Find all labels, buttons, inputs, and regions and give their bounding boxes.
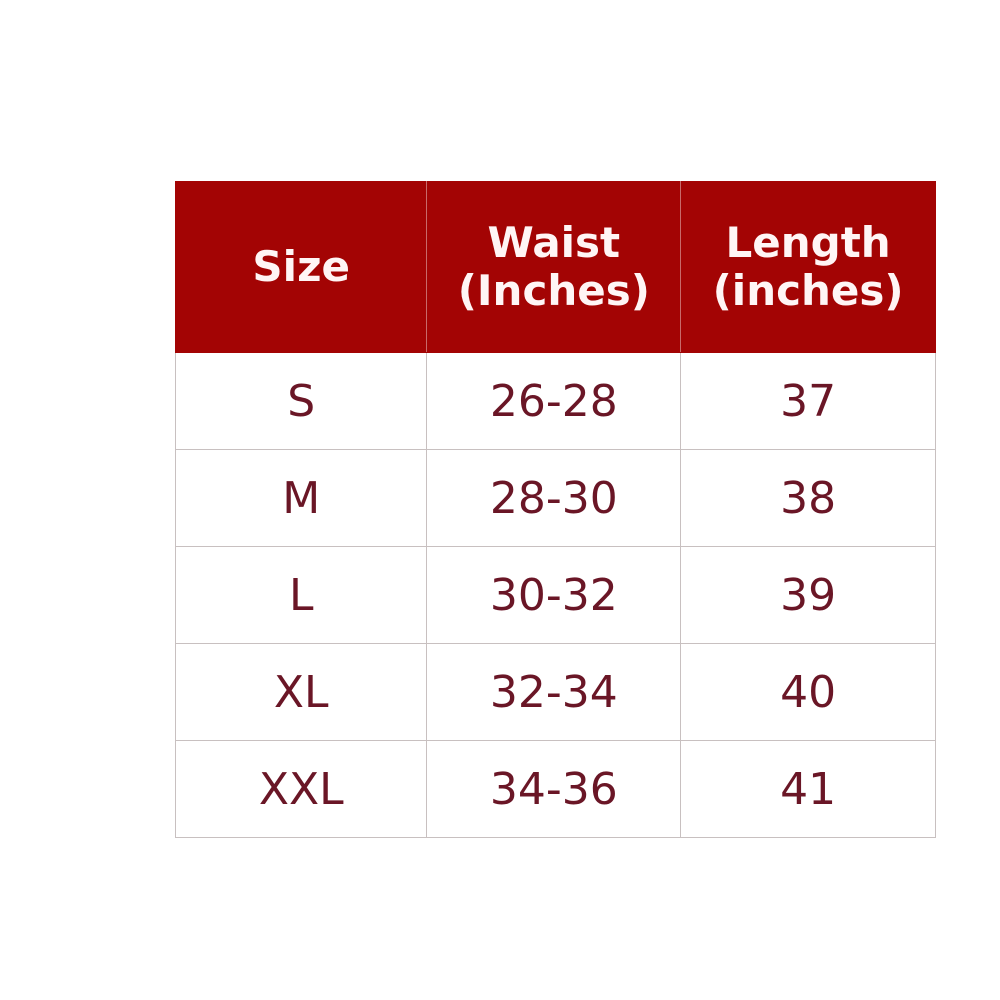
header-length-line2: (inches) [712,266,904,315]
waist-cell: 26-28 [426,352,682,450]
length-cell: 38 [680,449,936,547]
waist-cell: 34-36 [426,740,682,838]
length-cell: 37 [680,352,936,450]
length-cell: 39 [680,546,936,644]
length-cell: 41 [680,740,936,838]
size-cell: M [174,449,428,547]
size-cell: XL [174,643,428,741]
table-row: XXL 34-36 41 [174,740,936,838]
header-waist-line1: Waist [487,218,621,267]
table-row: M 28-30 38 [174,449,936,547]
header-size: Size [174,181,428,353]
table-row: XL 32-34 40 [174,643,936,741]
header-waist: Waist (Inches) [426,181,682,353]
waist-cell: 28-30 [426,449,682,547]
waist-cell: 30-32 [426,546,682,644]
size-chart-table: Size Waist (Inches) Length (inches) S 26-28… [174,181,936,838]
header-length-line1: Length [725,218,891,267]
waist-cell: 32-34 [426,643,682,741]
header-size-label: Size [252,242,350,291]
size-cell: XXL [174,740,428,838]
table-row: S 26-28 37 [174,352,936,450]
table-row: L 30-32 39 [174,546,936,644]
size-cell: L [174,546,428,644]
header-waist-line2: (Inches) [457,266,650,315]
header-length: Length (inches) [680,181,936,353]
header-row: Size Waist (Inches) Length (inches) [174,181,936,353]
size-cell: S [174,352,428,450]
length-cell: 40 [680,643,936,741]
